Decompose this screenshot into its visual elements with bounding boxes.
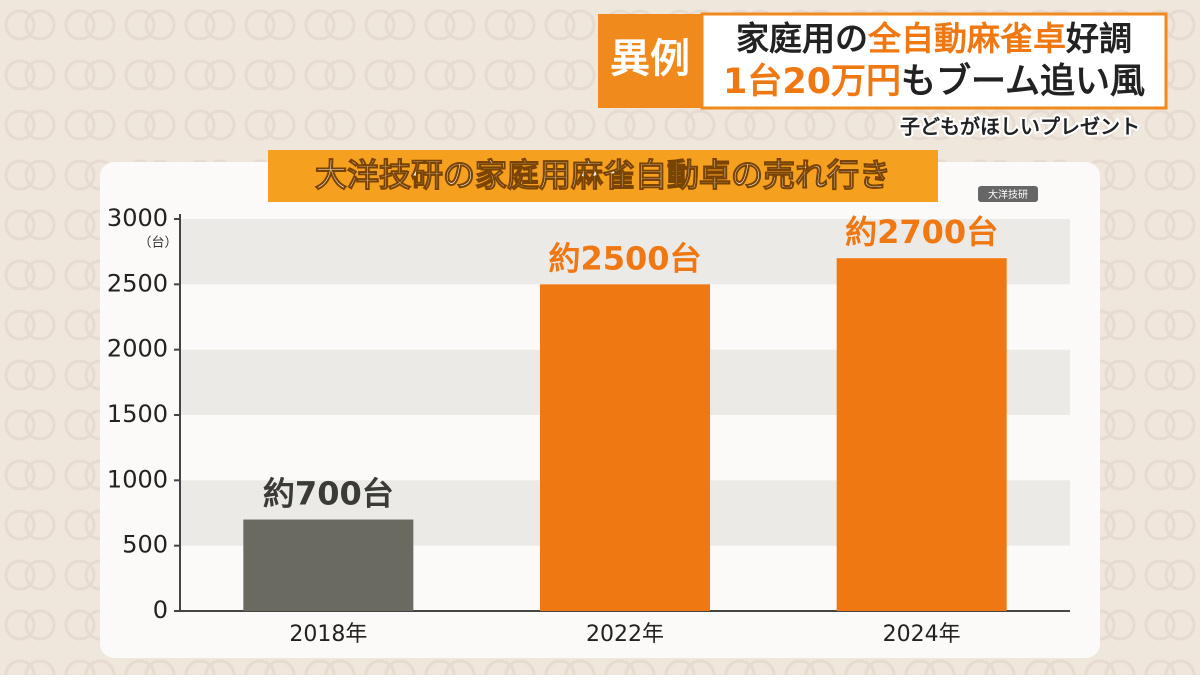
bar bbox=[540, 284, 710, 611]
value-label: 約700台 bbox=[263, 475, 394, 513]
y-unit: （台） bbox=[138, 236, 177, 251]
y-tick-label: 3000 bbox=[107, 204, 168, 232]
headline-line1: 家庭用の全自動麻雀卓好調 bbox=[736, 19, 1132, 58]
plot: 0 500 1000 1500 2000 2500 3000 2018年 約700台 2022年 約… bbox=[107, 204, 1070, 647]
source: 大洋技研 bbox=[988, 188, 1028, 201]
headline-text: 家庭用の bbox=[736, 19, 868, 58]
source-box bbox=[978, 186, 1038, 202]
x-tick-label: 2024年 bbox=[883, 622, 961, 647]
chart-title-box bbox=[268, 150, 938, 202]
headline-box bbox=[700, 12, 1168, 110]
subtitle: 子どもがほしいプレゼント bbox=[900, 115, 1140, 139]
value-label: 約2500台 bbox=[548, 239, 701, 277]
y-tick-label: 500 bbox=[122, 531, 168, 559]
bar bbox=[243, 519, 414, 611]
y-tick-label: 2000 bbox=[107, 335, 168, 363]
y-tick-label: 2500 bbox=[107, 269, 168, 297]
x-tick-label: 2022年 bbox=[586, 622, 664, 647]
chart-title: 大洋技研の家庭用麻雀自動卓の売れ行き bbox=[315, 156, 891, 194]
y-tick-label: 1000 bbox=[107, 465, 168, 493]
y-tick-label: 0 bbox=[153, 596, 168, 624]
tag-box bbox=[598, 14, 702, 108]
y-tick-label: 1500 bbox=[107, 400, 168, 428]
x-tick-label: 2018年 bbox=[289, 622, 367, 647]
value-label: 約2700台 bbox=[845, 213, 998, 251]
headline-highlight: 全自動麻雀卓 bbox=[867, 19, 1066, 58]
headline-text: もブーム追い風 bbox=[901, 61, 1145, 102]
tag: 異例 bbox=[610, 36, 690, 82]
headline-highlight: 1台20万円 bbox=[723, 62, 901, 102]
headline-text: 好調 bbox=[1065, 19, 1132, 58]
bar bbox=[836, 258, 1007, 611]
headline-line2: 1台20万円もブーム追い風 bbox=[723, 61, 1145, 102]
